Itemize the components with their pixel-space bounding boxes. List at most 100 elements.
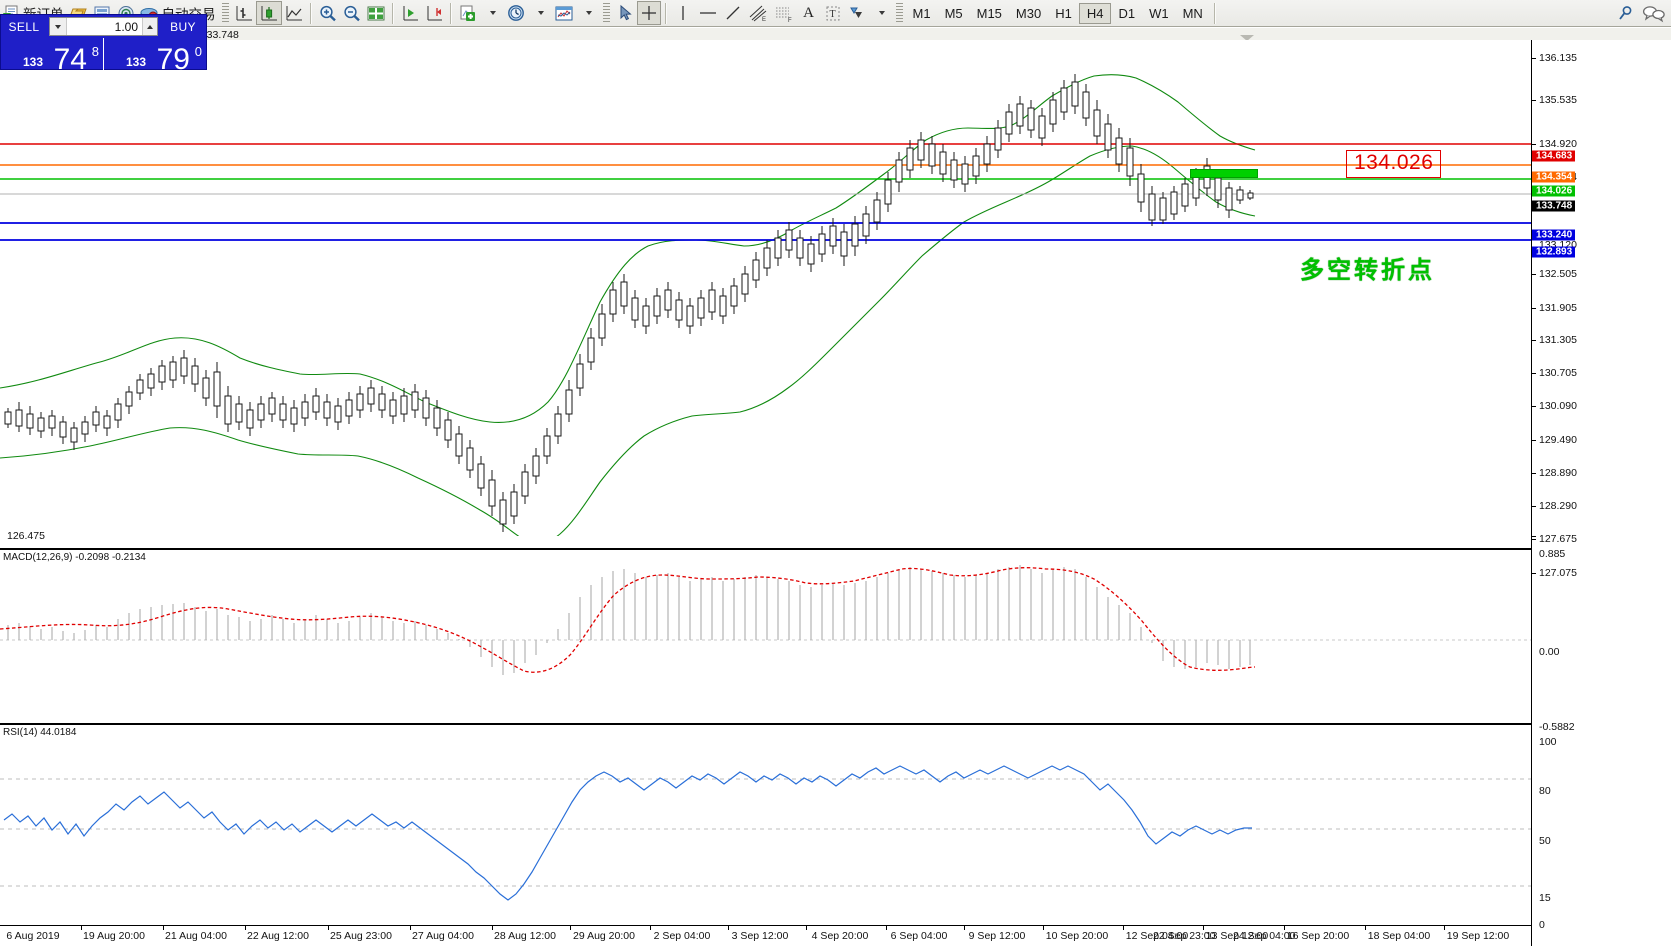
time-label: 19 Sep 12:00 (1446, 930, 1510, 942)
zoom-in-button[interactable] (316, 1, 340, 25)
chevron-up-icon (147, 24, 153, 29)
search-button[interactable] (1613, 1, 1639, 25)
data-window-button[interactable] (364, 1, 388, 25)
time-tick (1284, 926, 1285, 930)
hline-button[interactable] (695, 1, 721, 25)
volume-stepper[interactable]: 1.00 (49, 17, 158, 36)
crosshair-button[interactable] (636, 1, 661, 25)
new-chart-button[interactable] (456, 1, 480, 25)
price-tag-134354[interactable]: 134.354 (1532, 171, 1576, 183)
objects-dropdown[interactable] (869, 1, 893, 25)
price-label: 130.090 (1539, 400, 1577, 412)
zoom-out-icon (343, 5, 360, 21)
buy-price-display[interactable]: 133 79 0 (103, 38, 206, 75)
price-axis[interactable]: 136.135 135.535 134.920 134.354 132.505 … (1531, 40, 1671, 946)
timeframe-m30[interactable]: M30 (1015, 5, 1042, 21)
equidistant-channel-button[interactable]: E (745, 1, 771, 25)
cursor-icon (620, 4, 632, 20)
rsi-scale-label-15: 15 (1539, 892, 1551, 904)
new-chart-icon (460, 5, 475, 21)
time-label: 29 Aug 20:00 (573, 930, 635, 942)
time-label: 12 Sep 04:00 (1125, 930, 1189, 942)
chart-scroll-handle[interactable] (1240, 28, 1254, 41)
macd-pane[interactable] (0, 551, 1531, 714)
time-tick (1365, 926, 1366, 930)
macd-scale-label-bottom: -0.5882 (1539, 721, 1575, 733)
period-icon (507, 4, 524, 21)
text-icon: A (803, 4, 814, 21)
price-label: 134.920 (1539, 138, 1577, 150)
time-label: 16 Sep 20:00 (1286, 930, 1350, 942)
buy-button[interactable]: BUY (170, 19, 196, 34)
bollinger-upper-band (0, 74, 1256, 423)
rsi-line (3, 765, 1252, 901)
toolbar-grip-3[interactable] (895, 3, 903, 23)
timeframe-h1[interactable]: H1 (1055, 5, 1072, 21)
price-label: 131.905 (1539, 302, 1577, 314)
price-tick (1532, 274, 1536, 275)
text-button[interactable]: A (797, 1, 821, 25)
period-button[interactable] (504, 1, 528, 25)
vline-button[interactable] (671, 1, 695, 25)
sell-button[interactable]: SELL (8, 19, 40, 34)
time-tick (1043, 926, 1044, 930)
label-button[interactable]: T (821, 1, 845, 25)
sell-price-display[interactable]: 133 74 8 (1, 38, 103, 75)
time-label: 18 Sep 04:00 (1367, 930, 1431, 942)
timeframe-mn[interactable]: MN (1182, 5, 1203, 21)
time-label: 9 Sep 12:00 (968, 930, 1026, 942)
chat-icon (1642, 5, 1665, 22)
timeframe-w1[interactable]: W1 (1149, 5, 1169, 21)
cursor-button[interactable] (613, 1, 637, 25)
new-chart-dropdown[interactable] (480, 1, 504, 25)
chart-shift-button[interactable] (422, 1, 446, 25)
price-tag-132893[interactable]: 132.893 (1532, 246, 1576, 258)
timeframe-m15[interactable]: M15 (976, 5, 1002, 21)
volume-input[interactable]: 1.00 (114, 19, 138, 34)
price-tag-134026[interactable]: 134.026 (1532, 185, 1576, 197)
bar-chart-button[interactable] (232, 1, 256, 25)
price-tag-133240[interactable]: 133.240 (1532, 229, 1576, 241)
auto-scroll-button[interactable] (398, 1, 422, 25)
timeframe-h4[interactable]: H4 (1078, 2, 1112, 24)
objects-button[interactable] (845, 1, 869, 25)
trendline-button[interactable] (721, 1, 745, 25)
price-pane[interactable] (0, 40, 1531, 536)
time-tick (1444, 926, 1445, 930)
time-label-24sep: 24 Sep 04:00 (1233, 930, 1296, 942)
candlestick-chart-button[interactable] (255, 1, 282, 25)
volume-increment-button[interactable] (142, 18, 157, 35)
zoom-out-button[interactable] (340, 1, 364, 25)
main-toolbar: 新订单 (0, 0, 1671, 27)
period-dropdown[interactable] (528, 1, 552, 25)
chart-window[interactable]: GBPJPY-,H4 133.744 133.748 133.703 133.7… (0, 27, 1671, 946)
chat-button[interactable] (1639, 1, 1669, 25)
indicators-dropdown[interactable] (576, 1, 600, 25)
price-tag-133748[interactable]: 133.748 (1532, 200, 1576, 212)
time-label: 3 Sep 12:00 (731, 930, 789, 942)
volume-dropdown-button[interactable] (50, 18, 67, 35)
equidistant-icon: E (749, 5, 766, 23)
indicators-button[interactable] (552, 1, 576, 25)
time-label: 27 Aug 04:00 (412, 930, 474, 942)
vline-icon (681, 5, 684, 20)
rsi-pane[interactable] (0, 726, 1531, 926)
rsi-label: RSI(14) 44.0184 (3, 727, 77, 738)
line-chart-button[interactable] (282, 1, 306, 25)
time-tick (650, 926, 651, 930)
time-tick (245, 926, 246, 930)
fibonacci-button[interactable]: F (771, 1, 797, 25)
time-tick (964, 926, 965, 930)
price-tag-134683[interactable]: 134.683 (1532, 150, 1576, 162)
time-axis[interactable]: 6 Aug 2019 19 Aug 20:00 21 Aug 04:00 22 … (0, 925, 1531, 946)
timeframe-d1[interactable]: D1 (1118, 5, 1136, 21)
toolbar-grip[interactable] (221, 3, 229, 23)
buy-price-prefix: 133 (126, 55, 147, 69)
one-click-trading-panel[interactable]: SELL 1.00 BUY 133 74 8 133 79 0 (0, 14, 207, 75)
toolbar-grip-2[interactable] (602, 3, 610, 23)
timeframe-m1[interactable]: M1 (912, 5, 931, 21)
pane-separator-macd (0, 548, 1531, 550)
time-label: 19 Aug 20:00 (83, 930, 145, 942)
pane-separator-rsi (0, 723, 1531, 725)
timeframe-m5[interactable]: M5 (944, 5, 963, 21)
